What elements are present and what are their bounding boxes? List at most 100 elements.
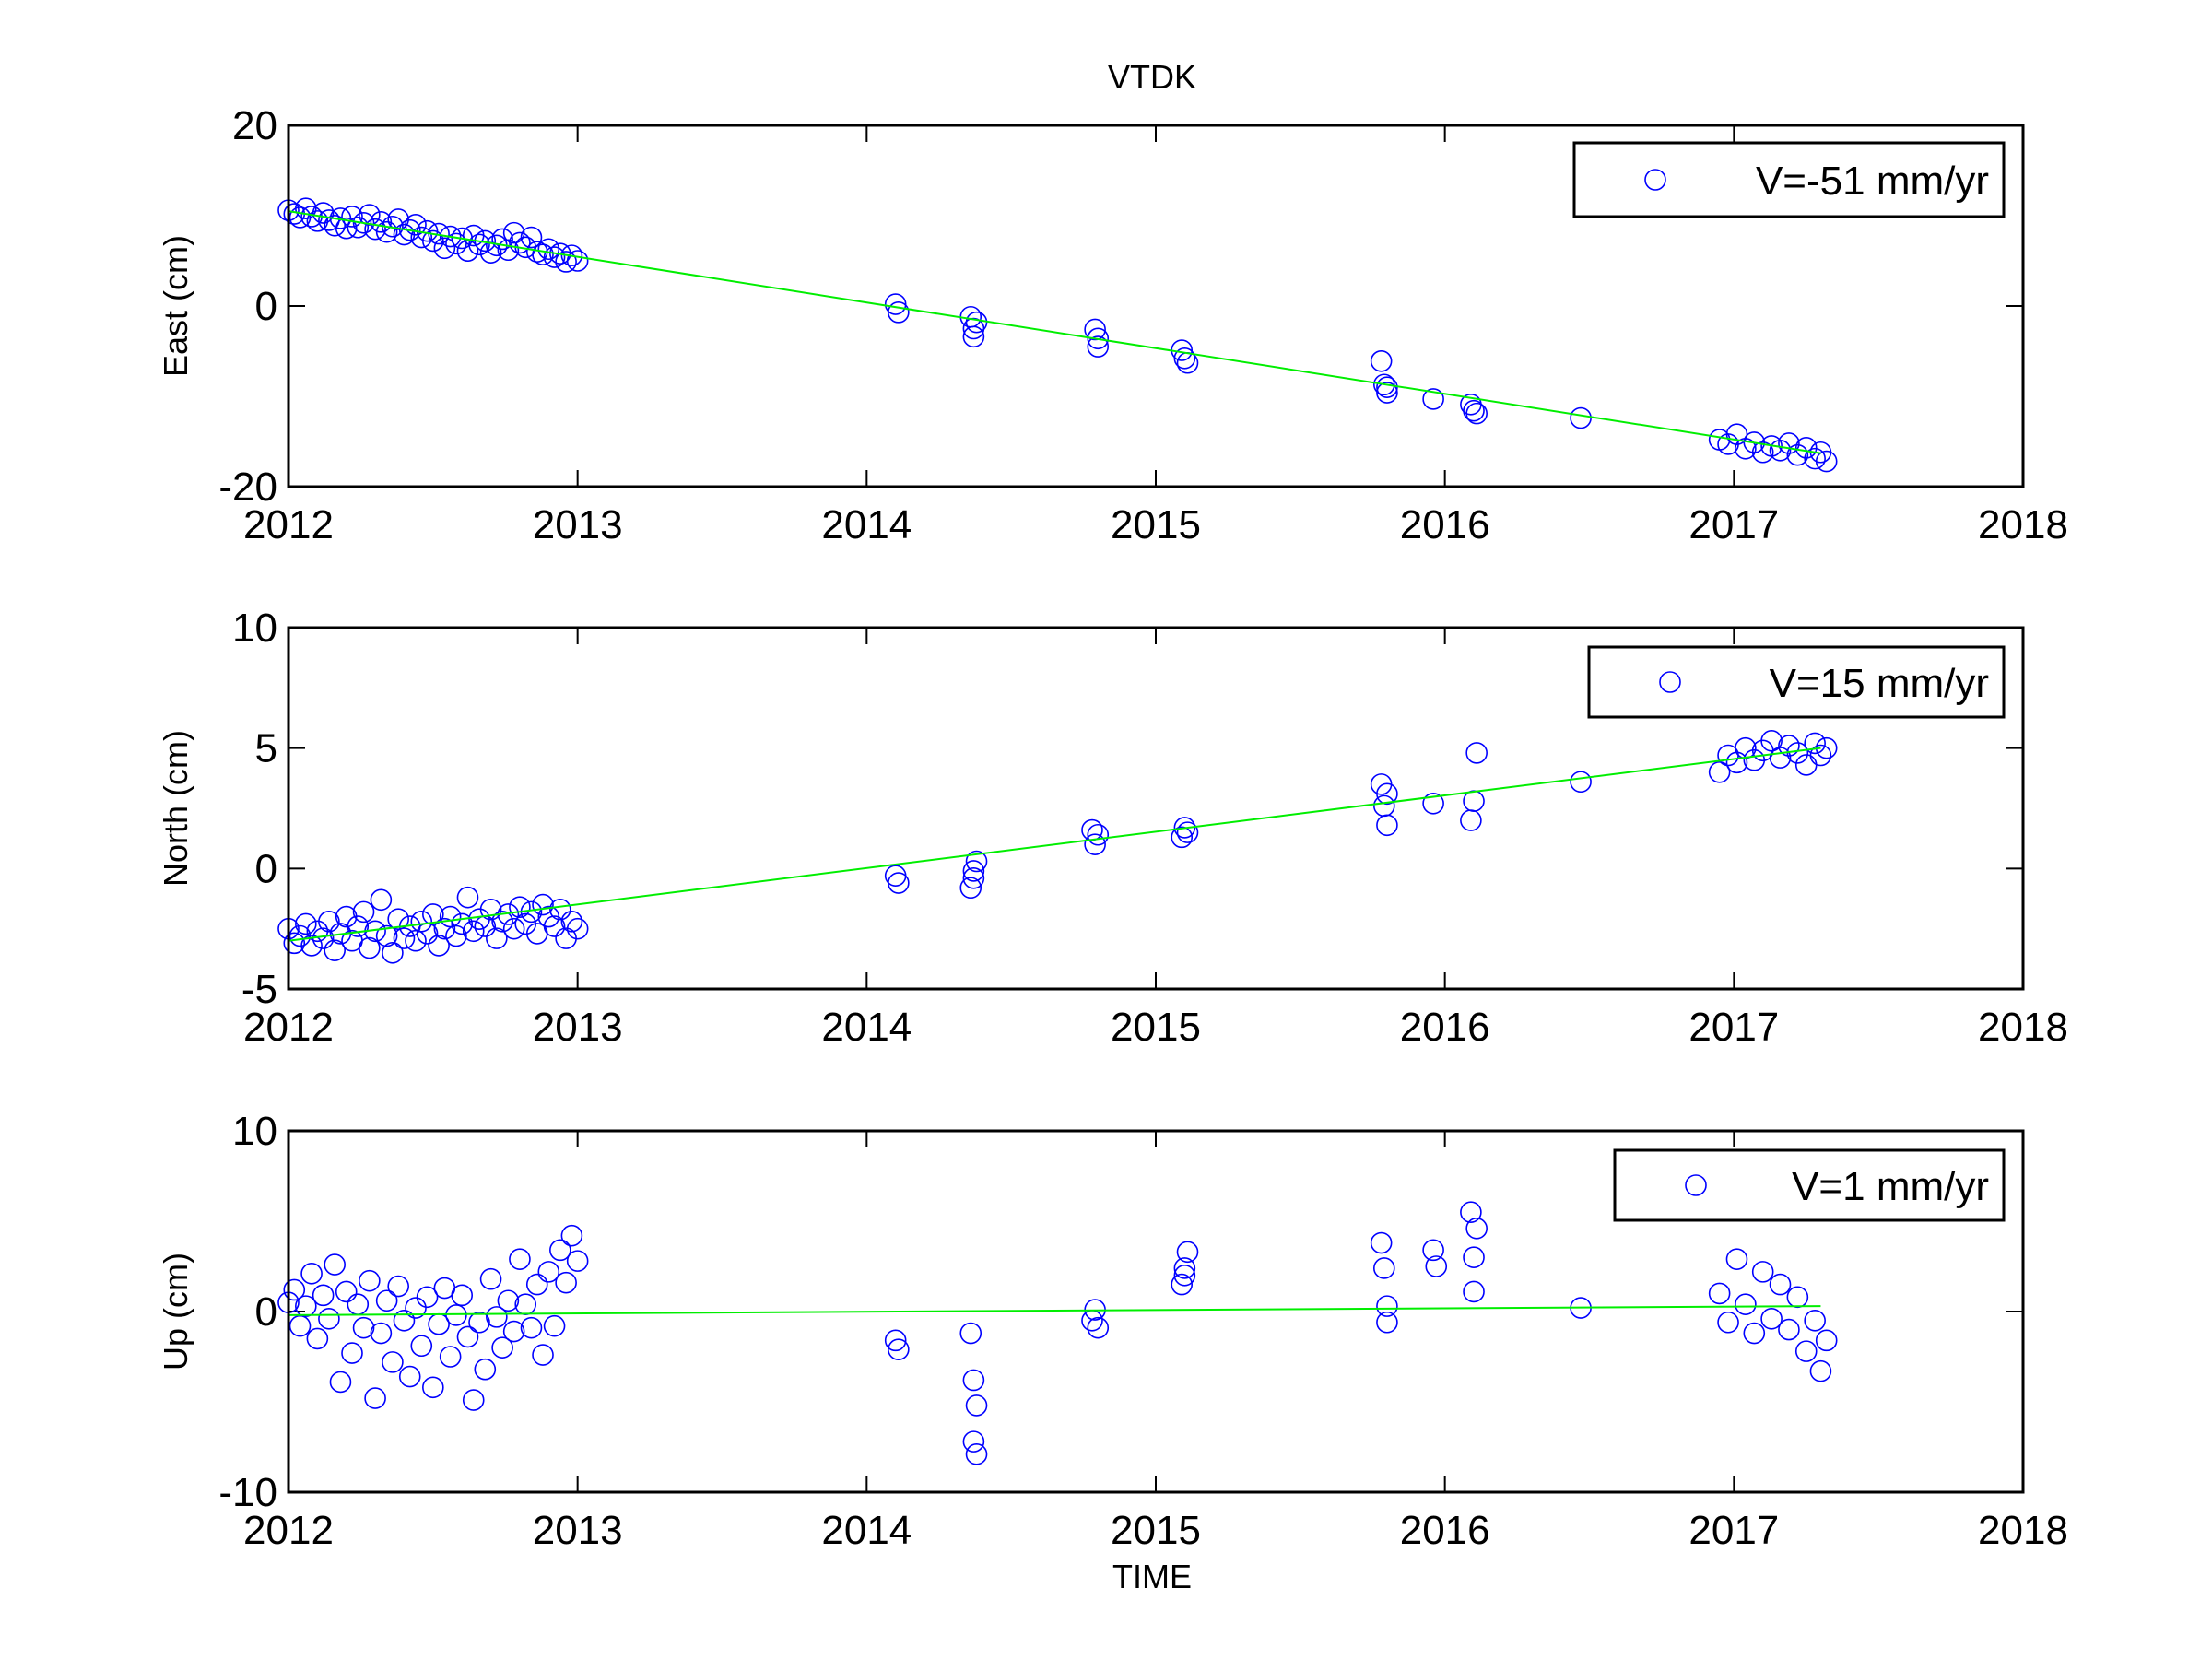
data-point: [468, 233, 490, 256]
x-tick-label: 2017: [1688, 1508, 1779, 1553]
data-point: [884, 1329, 907, 1352]
data-point: [1372, 373, 1395, 396]
data-point: [370, 888, 393, 912]
x-tick-label: 2018: [1978, 502, 2068, 547]
x-axis-label: TIME: [1112, 1558, 1192, 1595]
data-point: [497, 239, 520, 262]
data-point: [1717, 1311, 1739, 1334]
east-panel: 2012 2013 2014 2015 2016 2017 2018 -20 0 20 East (…: [157, 103, 2068, 547]
data-point: [410, 1335, 433, 1358]
up-panel: 2012 2013 2014 2015 2016 2017 2018 -10 0 10 Up (cm…: [157, 1109, 2068, 1553]
data-point: [1087, 327, 1110, 350]
data-point: [1422, 1239, 1444, 1262]
data-point: [1084, 833, 1106, 856]
data-point: [1173, 1257, 1196, 1279]
data-point: [1760, 1308, 1783, 1330]
data-point: [335, 1280, 358, 1303]
y-tick-label: 0: [255, 284, 277, 329]
data-point: [1376, 382, 1398, 404]
data-point: [959, 1322, 982, 1345]
data-point: [375, 220, 398, 243]
legend-marker: [1659, 671, 1681, 693]
x-tick-label: 2015: [1111, 502, 1201, 547]
data-point: [422, 903, 444, 925]
data-point: [375, 924, 398, 947]
data-point: [1735, 1293, 1757, 1315]
data-point: [1171, 826, 1194, 849]
data-point: [543, 1314, 566, 1337]
data-point: [462, 1389, 485, 1411]
data-point: [393, 927, 416, 949]
x-tick-label: 2013: [533, 1005, 623, 1050]
data-point: [405, 214, 427, 236]
trend-line: [288, 1305, 1821, 1316]
data-point: [509, 1248, 531, 1270]
data-point: [502, 917, 525, 940]
data-point: [306, 210, 329, 232]
x-tick-label: 2015: [1111, 1508, 1201, 1553]
data-point: [560, 1224, 583, 1247]
data-point: [525, 1273, 548, 1296]
data-point: [1376, 814, 1398, 837]
data-point: [451, 1284, 474, 1307]
data-point: [445, 1304, 467, 1326]
data-point: [532, 1344, 554, 1366]
x-tick-label: 2014: [821, 1508, 912, 1553]
data-point: [1376, 1295, 1398, 1317]
data-point: [1725, 1248, 1748, 1270]
data-point: [1370, 349, 1393, 372]
data-point: [335, 217, 358, 240]
data-point: [341, 1342, 363, 1364]
y-tick-label: -10: [218, 1470, 277, 1515]
data-point: [370, 1322, 393, 1345]
data-point: [1463, 399, 1485, 422]
data-point: [324, 1253, 346, 1276]
data-point: [1370, 1231, 1393, 1254]
data-point: [888, 872, 910, 894]
data-point: [884, 293, 907, 315]
data-point: [1708, 760, 1731, 783]
data-point: [962, 866, 985, 889]
data-point: [1804, 732, 1826, 755]
y-tick-label: 0: [255, 846, 277, 891]
data-point: [1425, 1255, 1448, 1277]
legend-box: [1587, 645, 2006, 719]
data-point: [1778, 735, 1800, 757]
data-point: [1570, 406, 1592, 429]
data-point: [1769, 439, 1792, 462]
data-point: [300, 1263, 323, 1285]
data-point: [537, 238, 560, 261]
data-point: [359, 936, 381, 959]
data-point: [295, 1295, 317, 1317]
data-point: [549, 898, 571, 921]
data-point: [352, 900, 375, 924]
data-point: [1804, 447, 1826, 470]
data-point: [1778, 1318, 1800, 1341]
data-point: [1760, 730, 1783, 752]
data-point: [486, 927, 508, 949]
x-tick-label: 2014: [821, 1005, 912, 1050]
trend-line: [288, 747, 1821, 942]
data-point: [486, 1306, 508, 1328]
data-point: [422, 229, 444, 253]
data-point: [451, 912, 474, 935]
y-tick-label: 5: [255, 726, 277, 771]
data-point: [965, 1394, 988, 1417]
data-point: [352, 1316, 375, 1339]
y-tick-label: 10: [232, 606, 277, 651]
data-point: [962, 1430, 985, 1453]
data-point: [962, 860, 985, 882]
data-point: [359, 1269, 381, 1292]
data-point: [537, 1261, 560, 1283]
data-point: [474, 1358, 497, 1381]
data-point: [398, 218, 421, 241]
data-point: [1376, 376, 1398, 399]
data-point: [1769, 1273, 1792, 1296]
x-tick-label: 2013: [533, 502, 623, 547]
data-point: [1376, 782, 1398, 806]
x-tick-label: 2012: [243, 1005, 334, 1050]
data-point: [502, 1320, 525, 1343]
data-point: [364, 1387, 386, 1409]
x-tick-label: 2018: [1978, 1005, 2068, 1050]
